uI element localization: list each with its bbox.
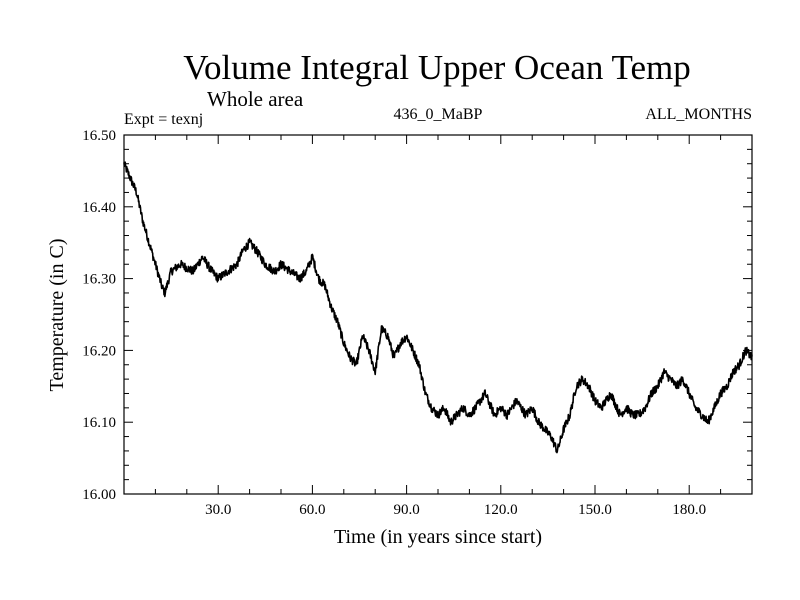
months-label: ALL_MONTHS [645,106,752,123]
plot-frame [123,134,753,495]
experiment-label: Expt = texnj [124,111,203,128]
chart-title: Volume Integral Upper Ocean Temp [183,48,690,87]
y-tick-label: 16.20 [82,343,116,359]
x-tick-label: 120.0 [484,502,518,518]
x-tick-label: 30.0 [205,502,231,518]
y-tick-label: 16.40 [82,200,116,216]
y-tick-label: 16.10 [82,415,116,431]
temperature-series-line [123,161,753,454]
y-axis-label: Temperature (in C) [46,239,68,392]
y-tick-label: 16.30 [82,272,116,288]
y-axis: 16.00 16.10 16.20 16.30 16.40 16.50 [82,128,752,503]
chart-subtitle: Whole area [207,87,304,111]
x-axis-label: Time (in years since start) [334,526,542,548]
run-label: 436_0_MaBP [394,106,483,123]
y-tick-label: 16.50 [82,128,116,144]
y-tick-label: 16.00 [82,487,116,503]
x-axis: 30.0 60.0 90.0 120.0 150.0 180.0 [154,135,722,518]
x-tick-label: 90.0 [393,502,419,518]
x-tick-label: 60.0 [299,502,325,518]
x-tick-label: 150.0 [578,502,612,518]
x-tick-label: 180.0 [672,502,706,518]
